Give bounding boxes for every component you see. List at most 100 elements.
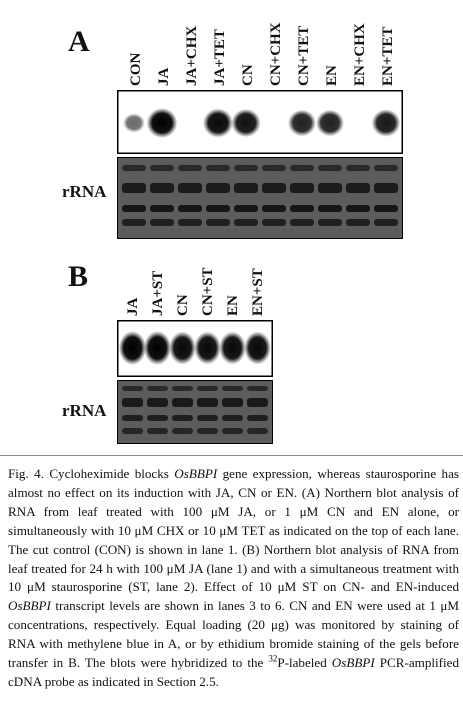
rrna-band xyxy=(150,219,174,226)
panel-b-letter: B xyxy=(68,260,89,293)
rrna-band xyxy=(247,398,268,407)
rrna-band xyxy=(197,428,218,434)
rrna-band xyxy=(197,398,218,407)
rrna-band xyxy=(147,398,168,407)
rrna-band xyxy=(234,205,258,212)
rrna-band xyxy=(374,183,398,193)
rrna-band xyxy=(318,219,342,226)
caption-gene-name: OsBBPI xyxy=(331,655,375,671)
rrna-band xyxy=(346,183,370,193)
rrna-band xyxy=(262,205,286,212)
blot-band xyxy=(219,331,246,365)
blot-band xyxy=(146,108,178,138)
rrna-band xyxy=(178,219,202,226)
rrna-band xyxy=(290,205,314,212)
caption-text: P-labeled xyxy=(277,655,332,671)
blot-band xyxy=(169,331,196,365)
caption-text: gene expression, whereas stauro­sporine … xyxy=(8,466,459,595)
rrna-band xyxy=(290,165,314,171)
rrna-band xyxy=(262,165,286,171)
rrna-band xyxy=(234,165,258,171)
rrna-band xyxy=(262,219,286,226)
lane-label: EN+CHX xyxy=(352,23,368,86)
panel-a-letter: A xyxy=(68,25,90,58)
lane-label: EN xyxy=(225,295,241,316)
caption-superscript: 32 xyxy=(268,653,278,664)
rrna-band xyxy=(247,428,268,434)
lane-label: JA xyxy=(125,297,141,316)
rrna-band xyxy=(122,205,146,212)
blot-band xyxy=(244,331,271,365)
lane-label: JA+CHX xyxy=(184,25,200,86)
blot-band xyxy=(123,113,145,133)
rrna-band xyxy=(122,219,146,226)
panel-a-rrna-label: rRNA xyxy=(62,182,107,201)
blot-band xyxy=(231,108,261,138)
rrna-band xyxy=(172,415,193,421)
rrna-band xyxy=(172,428,193,434)
rrna-band xyxy=(150,183,174,193)
rrna-band xyxy=(206,183,230,193)
rrna-band xyxy=(374,165,398,171)
rrna-band xyxy=(197,415,218,421)
rrna-band xyxy=(172,398,193,407)
rrna-band xyxy=(222,398,243,407)
rrna-band xyxy=(172,386,193,391)
panel-b-rrna-gel xyxy=(117,380,273,444)
panel-b-rrna-label: rRNA xyxy=(62,401,107,420)
rrna-band xyxy=(222,386,243,391)
lane-label: CN xyxy=(175,294,191,316)
rrna-band xyxy=(147,428,168,434)
panel-a-northern-blot xyxy=(117,90,403,154)
rrna-band xyxy=(346,205,370,212)
blot-band xyxy=(118,331,147,365)
rrna-band xyxy=(262,183,286,193)
blot-band xyxy=(315,109,345,137)
rrna-band xyxy=(346,165,370,171)
rrna-band xyxy=(197,386,218,391)
blot-band xyxy=(202,108,234,138)
rrna-band xyxy=(318,205,342,212)
rrna-band xyxy=(206,165,230,171)
rrna-band xyxy=(247,415,268,421)
rrna-band xyxy=(178,183,202,193)
blot-band xyxy=(143,331,172,365)
rrna-band xyxy=(122,415,143,421)
rrna-band xyxy=(222,428,243,434)
lane-label: EN xyxy=(324,65,340,86)
rrna-band xyxy=(147,386,168,391)
caption-text: transcript levels are shown in lanes 3 t… xyxy=(8,598,459,671)
rrna-band xyxy=(178,165,202,171)
rrna-band xyxy=(247,386,268,391)
caption-gene-name: OsBBPI xyxy=(174,466,218,481)
figure-caption: Fig. 4. Cycloheximide blocks OsBBPI gene… xyxy=(0,455,463,712)
rrna-band xyxy=(346,219,370,226)
rrna-band xyxy=(147,415,168,421)
blot-band xyxy=(194,331,221,365)
lane-label: JA+TET xyxy=(212,29,228,86)
rrna-band xyxy=(122,386,143,391)
rrna-band xyxy=(234,219,258,226)
rrna-band xyxy=(150,165,174,171)
rrna-band xyxy=(374,219,398,226)
lane-label: EN+ST xyxy=(250,268,266,316)
rrna-band xyxy=(290,219,314,226)
caption-text: PCR-amplified cDNA probe as indicated in… xyxy=(8,655,459,689)
blot-band xyxy=(287,109,317,137)
rrna-band xyxy=(318,165,342,171)
lane-label: CN+ST xyxy=(200,267,216,316)
rrna-band xyxy=(122,428,143,434)
rrna-band xyxy=(206,205,230,212)
rrna-band xyxy=(178,205,202,212)
lane-label: EN+TET xyxy=(380,26,396,86)
gel-frame xyxy=(117,380,273,444)
lane-label: JA+ST xyxy=(150,270,166,316)
lane-label: CON xyxy=(128,52,144,86)
caption-text: Fig. 4. Cycloheximide blocks xyxy=(8,466,175,481)
rrna-band xyxy=(234,183,258,193)
lane-label: CN+TET xyxy=(296,25,312,86)
rrna-band xyxy=(206,219,230,226)
rrna-band xyxy=(122,398,143,407)
lane-label: JA xyxy=(156,67,172,86)
caption-gene-name: OsBBPI xyxy=(8,598,51,614)
